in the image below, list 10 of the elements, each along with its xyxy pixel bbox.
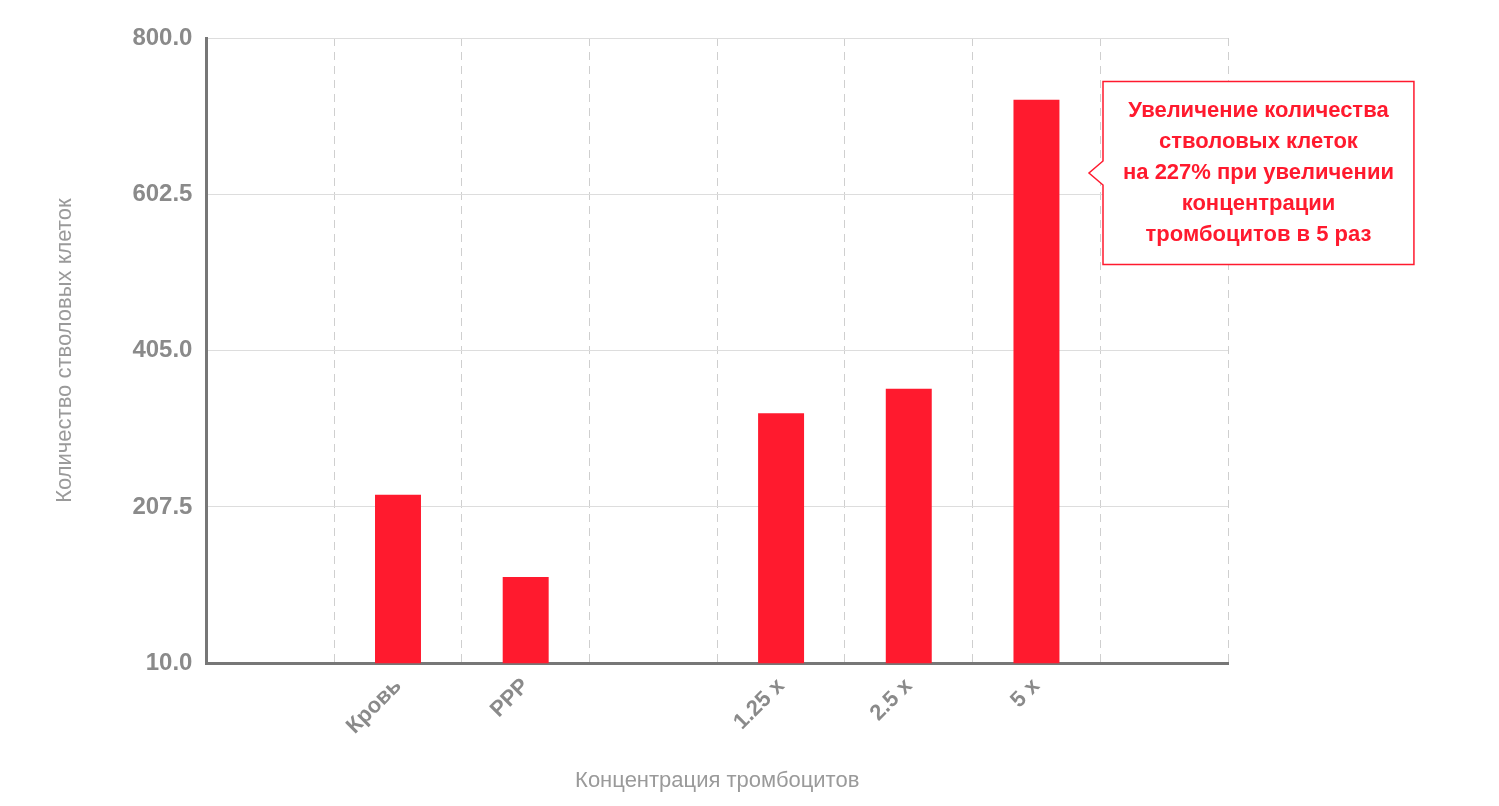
y-tick-label: 602.5 bbox=[132, 178, 193, 206]
x-tick-label: 5 x bbox=[1004, 672, 1045, 713]
annotation: Увеличение количества стволовых клеток на 227% при увеличении концентрации тромбоцитов в 5 раз bbox=[1123, 97, 1394, 247]
y-axis-title: Количество стволовых клеток bbox=[51, 198, 77, 503]
y-tick-label: 800.0 bbox=[132, 22, 193, 50]
x-axis-title: Концентрация тромбоцитов bbox=[575, 766, 860, 792]
y-tick-label: 207.5 bbox=[132, 491, 193, 519]
y-tick-label: 10.0 bbox=[145, 647, 193, 675]
x-tick-label: 2.5 x bbox=[864, 672, 918, 726]
y-tick-label: 405.0 bbox=[132, 335, 193, 363]
